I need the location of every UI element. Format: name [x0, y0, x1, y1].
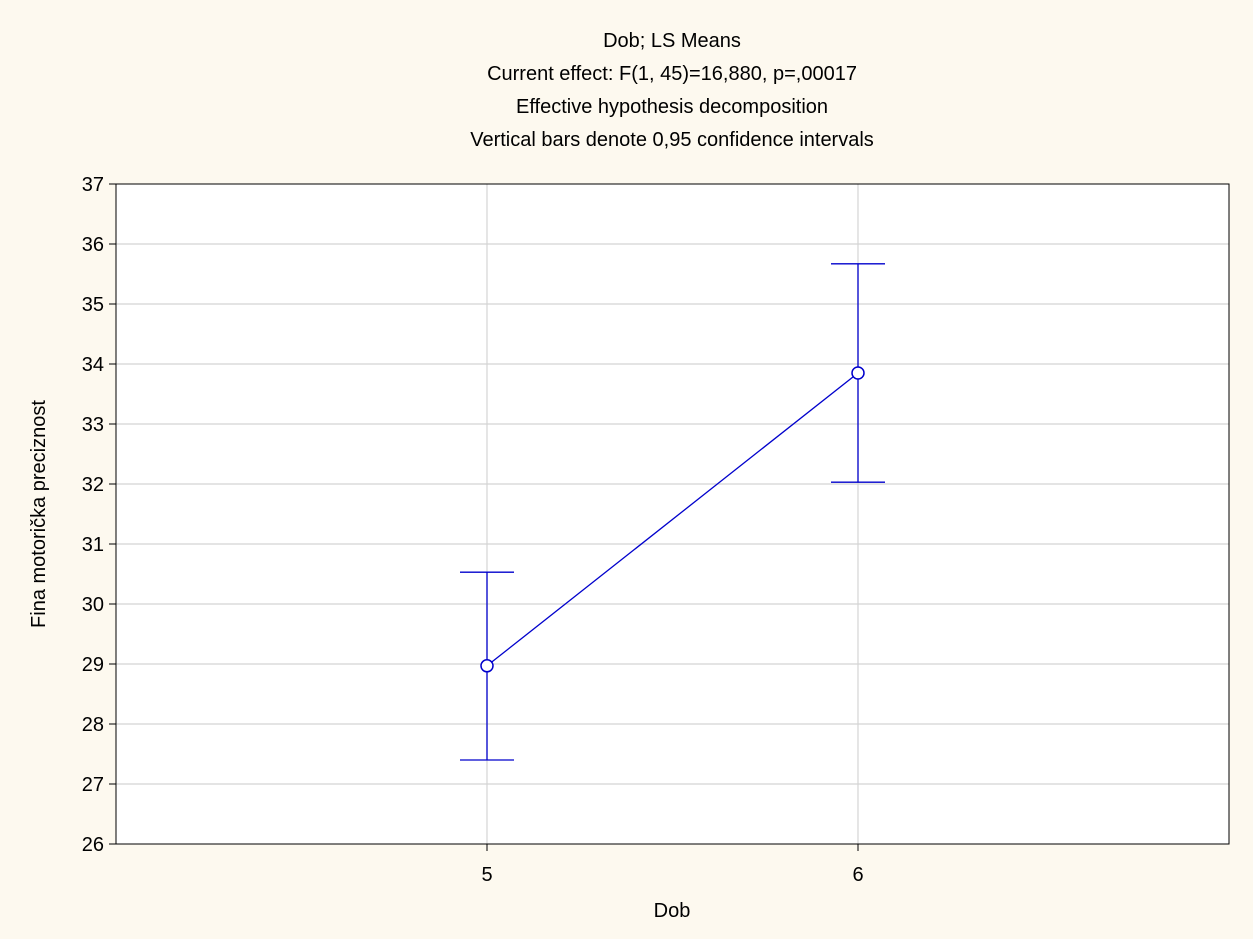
y-tick-label: 35	[82, 294, 104, 316]
y-tick-label: 31	[82, 534, 104, 556]
y-tick-label: 26	[82, 834, 104, 856]
y-tick-label: 37	[82, 174, 104, 196]
mean-point	[480, 659, 494, 673]
y-axis-ticks: 26 27 28 29 30 31 32 33 34 35 36 37	[82, 174, 116, 856]
y-tick-label: 30	[82, 594, 104, 616]
plot-area	[116, 184, 1229, 844]
y-tick-label: 27	[82, 774, 104, 796]
title-line-3: Effective hypothesis decomposition	[516, 96, 828, 118]
y-axis-label: Fina motorička preciznost	[28, 400, 50, 628]
plot-frame	[115, 183, 1230, 845]
y-tick-label: 33	[82, 414, 104, 436]
mean-point	[851, 366, 865, 380]
series-means	[460, 263, 885, 761]
y-tick-label: 28	[82, 714, 104, 736]
y-tick-label: 36	[82, 234, 104, 256]
x-axis-label: Dob	[654, 900, 691, 922]
x-tick-label: 5	[481, 864, 492, 886]
chart-title: Dob; LS Means Current effect: F(1, 45)=1…	[470, 30, 874, 151]
y-tick-label: 34	[82, 354, 104, 376]
title-line-4: Vertical bars denote 0,95 confidence int…	[470, 129, 874, 151]
series-line	[486, 372, 859, 667]
y-tick-label: 32	[82, 474, 104, 496]
x-tick-label: 6	[852, 864, 863, 886]
y-tick-label: 29	[82, 654, 104, 676]
title-line-1: Dob; LS Means	[603, 30, 741, 52]
title-line-2: Current effect: F(1, 45)=16,880, p=,0001…	[487, 63, 857, 85]
